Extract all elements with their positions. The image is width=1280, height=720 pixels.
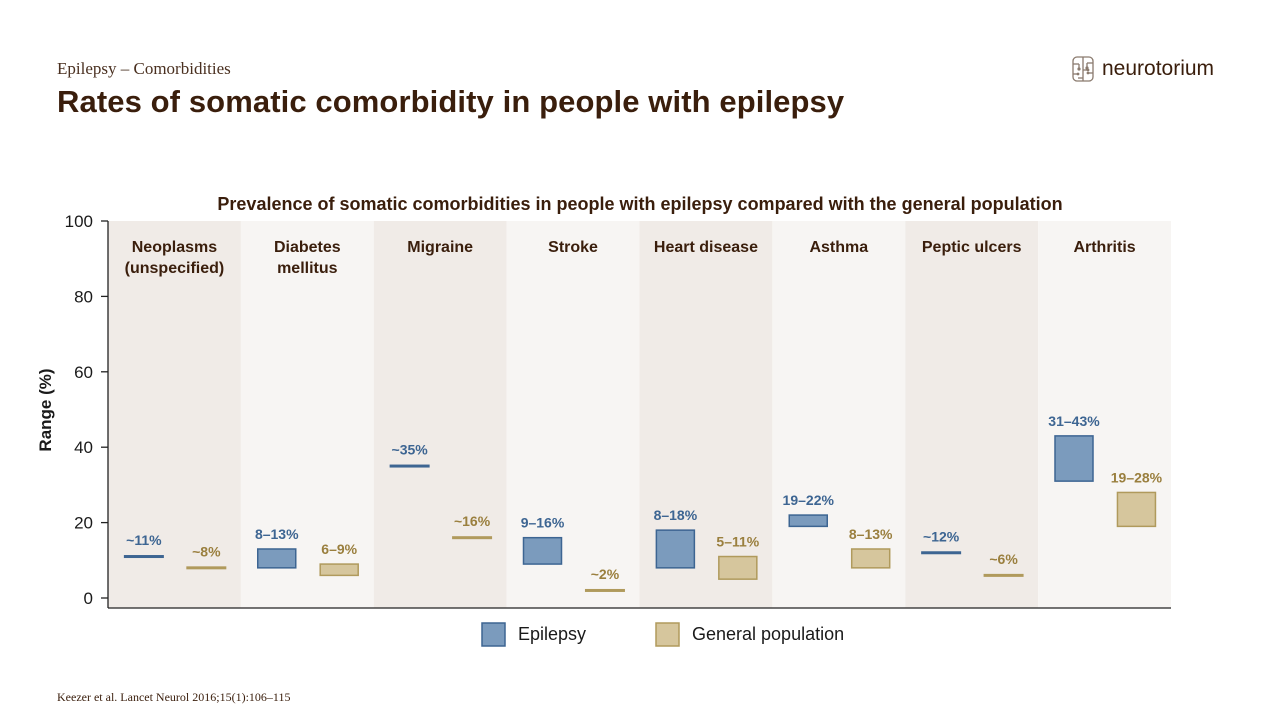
epilepsy-data-label: 31–43% [1048, 413, 1100, 429]
logo: neurotorium [1070, 54, 1214, 84]
category-label: Heart disease [654, 239, 758, 256]
category-label: Migraine [407, 239, 473, 256]
general-population-data-label: 19–28% [1111, 469, 1163, 485]
source-citation: Keezer et al. Lancet Neurol 2016;15(1):1… [57, 690, 291, 704]
epilepsy-data-label: 8–18% [654, 507, 698, 523]
y-tick-label: 80 [74, 287, 93, 306]
y-tick-label: 100 [65, 212, 93, 231]
y-tick-label: 20 [74, 514, 93, 533]
general-population-bar [850, 548, 891, 569]
y-tick-label: 40 [74, 438, 93, 457]
epilepsy-data-label: ~11% [126, 532, 162, 548]
legend-label-general-population: General population [692, 624, 844, 644]
general-population-bar [452, 536, 493, 540]
page-title: Rates of somatic comorbidity in people w… [57, 84, 845, 119]
general-population-data-label: 5–11% [716, 534, 759, 550]
general-population-bar [718, 555, 758, 580]
legend-swatch-epilepsy [481, 622, 506, 647]
general-population-data-label: 8–13% [849, 526, 893, 542]
general-population-bar [584, 588, 625, 592]
category-label: Arthritis [1073, 239, 1135, 256]
epilepsy-bar [1054, 435, 1094, 482]
general-population-data-label: ~8% [192, 543, 221, 559]
epilepsy-bar [123, 555, 164, 559]
general-population-data-label: ~6% [989, 551, 1018, 567]
epilepsy-bar [522, 536, 563, 565]
epilepsy-bar [655, 529, 696, 569]
category-label: Neoplasms [132, 239, 217, 256]
category-label: Diabetes [274, 239, 341, 256]
epilepsy-data-label: 8–13% [255, 526, 299, 542]
general-population-bar [983, 573, 1024, 577]
y-tick-label: 0 [84, 589, 93, 608]
legend-label-epilepsy: Epilepsy [518, 624, 586, 644]
category-band [373, 221, 507, 608]
category-band [240, 221, 374, 608]
category-band [905, 221, 1039, 608]
epilepsy-bar [389, 464, 430, 468]
epilepsy-data-label: ~35% [392, 442, 429, 458]
category-label: Stroke [548, 239, 598, 256]
general-population-bar [1116, 491, 1157, 528]
general-population-data-label: ~16% [454, 513, 491, 529]
brain-circuit-icon [1072, 56, 1094, 82]
category-label: mellitus [277, 260, 338, 277]
general-population-data-label: ~2% [591, 566, 620, 582]
epilepsy-bar [921, 551, 962, 555]
epilepsy-data-label: 19–22% [783, 492, 835, 508]
epilepsy-bar [788, 514, 829, 528]
category-label: (unspecified) [125, 260, 225, 277]
epilepsy-data-label: ~12% [923, 528, 960, 544]
category-band [108, 221, 241, 608]
general-population-bar [319, 563, 359, 577]
category-label: Asthma [809, 239, 868, 256]
y-tick-label: 60 [74, 363, 93, 382]
epilepsy-bar [257, 548, 297, 569]
category-band [772, 221, 906, 608]
general-population-data-label: 6–9% [321, 541, 357, 557]
logo-text: neurotorium [1102, 57, 1215, 80]
breadcrumb: Epilepsy – Comorbidities [57, 59, 231, 78]
legend-swatch-general-population [655, 622, 680, 647]
chart-title: Prevalence of somatic comorbidities in p… [217, 194, 1062, 214]
epilepsy-data-label: 9–16% [521, 515, 565, 531]
category-band [1038, 221, 1171, 608]
y-axis-label: Range (%) [36, 368, 55, 451]
general-population-bar [186, 566, 227, 570]
category-label: Peptic ulcers [922, 239, 1022, 256]
